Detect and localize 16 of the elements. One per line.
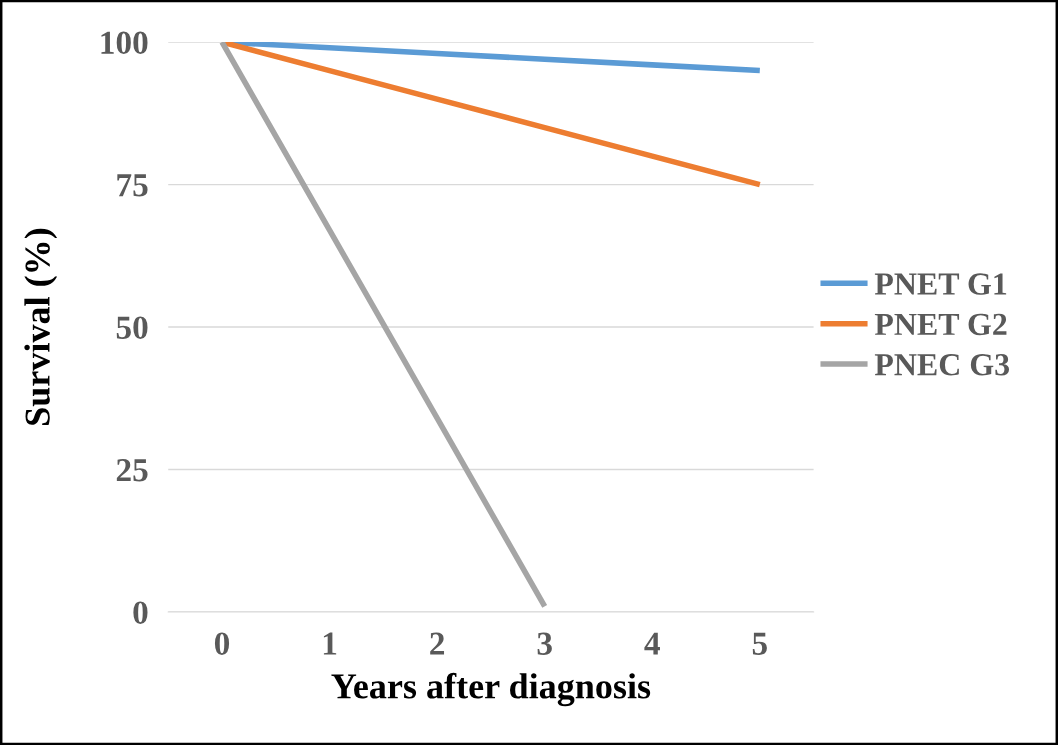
legend-label: PNET G1 xyxy=(874,273,1007,295)
x-tick-label: 0 xyxy=(214,632,230,655)
x-tick-label: 4 xyxy=(644,632,660,655)
x-axis-title: Years after diagnosis xyxy=(331,672,651,707)
x-tick-label: 2 xyxy=(430,632,445,655)
y-tick-label: 75 xyxy=(117,174,148,197)
y-tick-label: 50 xyxy=(116,316,148,339)
x-tick-label: 5 xyxy=(752,632,767,655)
y-tick-label: 100 xyxy=(101,31,148,54)
legend-label: PNEC G3 xyxy=(874,354,1010,376)
x-tick-label: 1 xyxy=(323,632,337,655)
y-tick-label: 25 xyxy=(116,459,148,482)
y-axis-title: Survival (%) xyxy=(24,228,58,425)
x-tick-label: 3 xyxy=(537,632,552,655)
y-tick-label: 0 xyxy=(133,601,148,624)
legend-label: PNET G2 xyxy=(874,313,1007,336)
